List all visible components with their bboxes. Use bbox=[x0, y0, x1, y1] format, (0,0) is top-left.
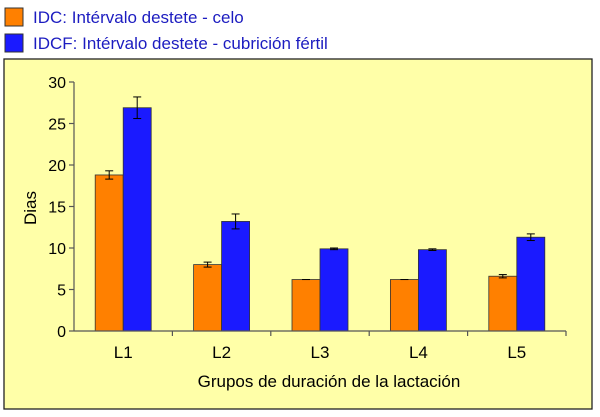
y-axis-title: Dias bbox=[21, 191, 40, 225]
y-tick-label: 25 bbox=[48, 117, 66, 134]
y-tick-label: 15 bbox=[48, 200, 66, 217]
bar-l4-series-2 bbox=[417, 249, 447, 332]
y-tick-label: 10 bbox=[48, 241, 66, 258]
bar-l5-series-2 bbox=[516, 236, 546, 332]
y-tick-label: 5 bbox=[57, 283, 66, 300]
y-tick-label: 0 bbox=[57, 324, 66, 341]
bar-l3-series-2 bbox=[319, 248, 349, 332]
bar-l1-series-2 bbox=[122, 107, 152, 332]
x-tick-label: L5 bbox=[507, 343, 526, 362]
legend: IDC: Intérvalo destete - celo IDCF: Intér… bbox=[4, 7, 328, 53]
bar-l2-series-1 bbox=[193, 264, 223, 332]
x-tick-label: L1 bbox=[114, 343, 133, 362]
legend-swatch-2 bbox=[4, 33, 24, 53]
legend-swatch-1 bbox=[4, 7, 24, 27]
x-tick-label: L4 bbox=[409, 343, 428, 362]
bar-l4-series-1 bbox=[389, 279, 419, 332]
axes: 0 5 10 15 20 25 30 L1 L2 L3 L4 L5 bbox=[48, 75, 567, 362]
bar-l1-series-1 bbox=[94, 174, 124, 332]
x-axis-title: Grupos de duración de la lactación bbox=[198, 372, 461, 391]
legend-label-1: IDC: Intérvalo destete - celo bbox=[33, 8, 244, 27]
legend-label-2: IDCF: Intérvalo destete - cubrición fért… bbox=[33, 34, 328, 53]
chart-frame bbox=[3, 58, 593, 410]
x-tick-label: L2 bbox=[212, 343, 231, 362]
bar-l5-series-1 bbox=[488, 275, 518, 332]
x-tick-label: L3 bbox=[311, 343, 330, 362]
plot-area bbox=[94, 96, 546, 332]
bar-l3-series-1 bbox=[291, 279, 321, 332]
bar-l2-series-2 bbox=[221, 221, 251, 332]
y-tick-label: 20 bbox=[48, 158, 66, 175]
y-tick-label: 30 bbox=[48, 75, 66, 92]
